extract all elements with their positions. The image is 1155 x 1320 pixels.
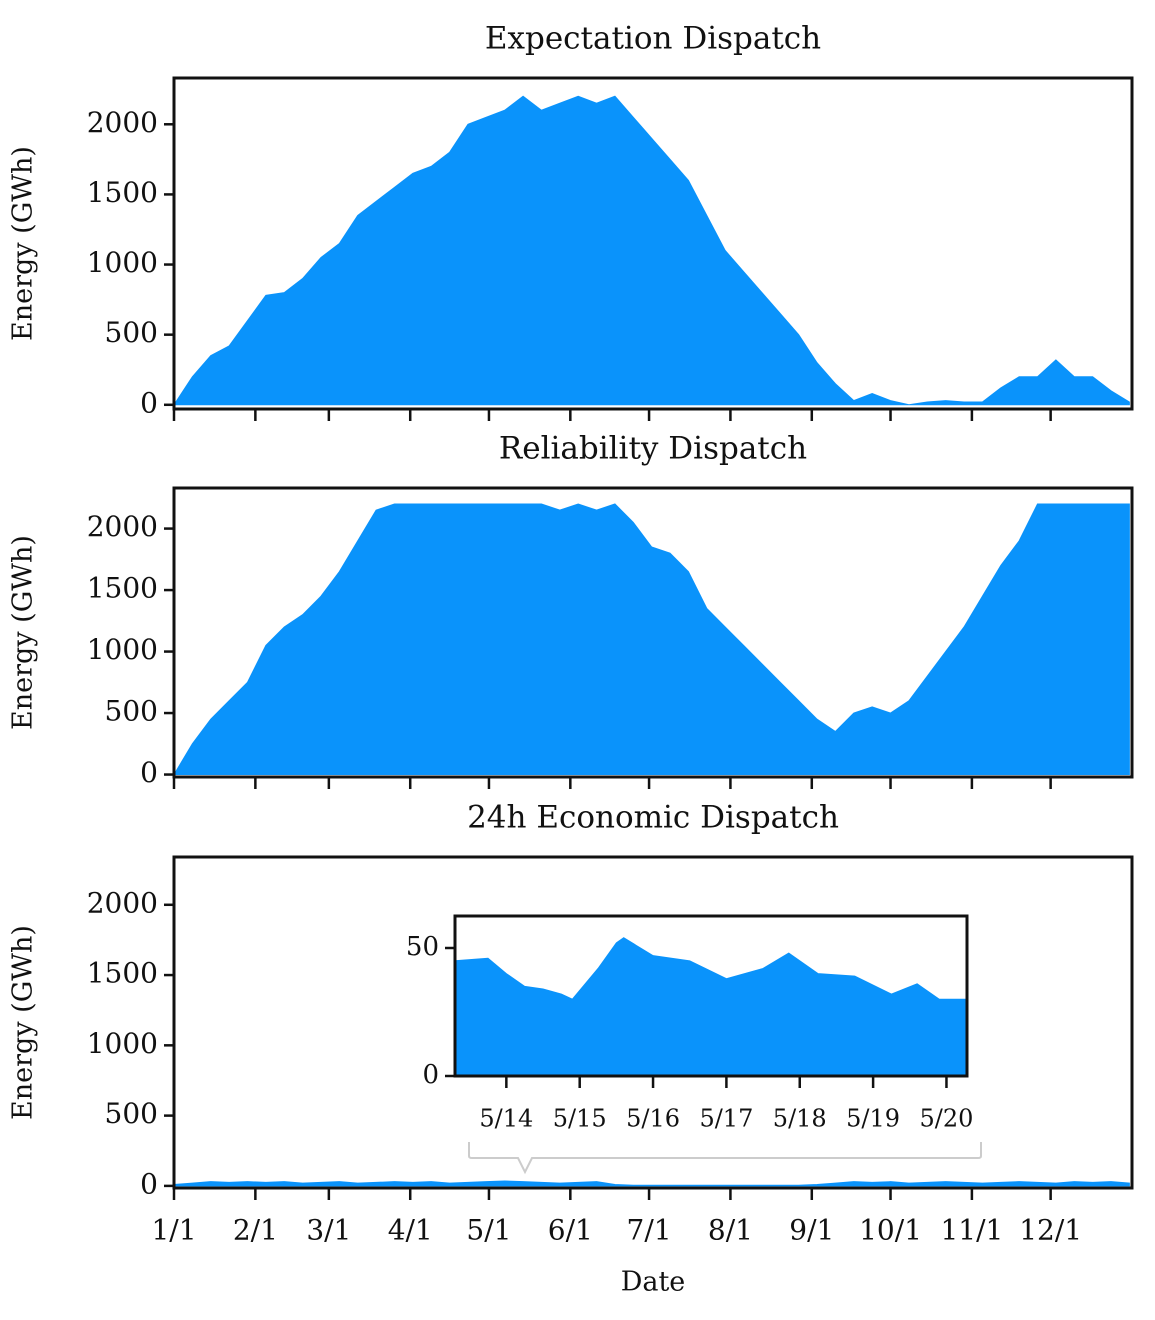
x-tick-label: 7/1 — [627, 1214, 672, 1247]
x-tick-label: 4/1 — [388, 1214, 433, 1247]
x-tick-label: 9/1 — [789, 1214, 834, 1247]
x-tick-label: 6/1 — [548, 1214, 593, 1247]
y-tick-label: 1000 — [87, 633, 158, 666]
area — [174, 503, 1130, 776]
y-tick-label: 2000 — [87, 886, 158, 919]
y-tick-label: 500 — [105, 1097, 158, 1130]
y-tick-label: 1000 — [87, 1027, 158, 1060]
area — [174, 1180, 1130, 1187]
x-tick-label: 5/1 — [466, 1214, 511, 1247]
y-tick-label: 2000 — [87, 106, 158, 139]
chart-title: Reliability Dispatch — [499, 431, 807, 467]
y-tick-label: 500 — [105, 695, 158, 728]
y-tick-label: 50 — [406, 932, 439, 962]
x-tick-label: 3/1 — [306, 1214, 351, 1247]
inset-bracket — [468, 1142, 982, 1175]
y-axis-label: Energy (GWh) — [8, 146, 39, 341]
x-tick-label: 5/15 — [553, 1105, 607, 1133]
axes-frame — [172, 76, 1134, 411]
y-tick-label: 0 — [140, 756, 158, 789]
y-tick-label: 2000 — [87, 510, 158, 543]
x-tick-label: 1/1 — [151, 1214, 196, 1247]
y-tick-label: 1500 — [87, 957, 158, 990]
area — [174, 95, 1130, 406]
axes-frame — [172, 855, 1134, 1190]
x-tick-label: 12/1 — [1019, 1214, 1082, 1247]
x-tick-label: 5/17 — [699, 1105, 753, 1133]
x-axis-label: Date — [621, 1267, 686, 1298]
y-axis-label: Energy (GWh) — [8, 925, 39, 1120]
x-tick-label: 5/20 — [920, 1105, 974, 1133]
x-tick-label: 5/16 — [626, 1105, 680, 1133]
x-tick-label: 5/18 — [773, 1105, 827, 1133]
chart-title: Expectation Dispatch — [485, 21, 821, 57]
x-tick-label: 5/14 — [479, 1105, 533, 1133]
chart-title: 24h Economic Dispatch — [467, 800, 839, 836]
y-tick-label: 0 — [422, 1060, 439, 1090]
y-tick-label: 500 — [105, 316, 158, 349]
x-tick-label: 5/19 — [846, 1105, 900, 1133]
y-tick-label: 0 — [140, 1167, 158, 1200]
axes-frame — [453, 914, 969, 1078]
area — [455, 937, 967, 1076]
axes-frame — [172, 486, 1134, 779]
x-tick-label: 10/1 — [859, 1214, 922, 1247]
x-tick-label: 8/1 — [708, 1214, 753, 1247]
y-tick-label: 1500 — [87, 176, 158, 209]
x-tick-label: 11/1 — [940, 1214, 1003, 1247]
y-tick-label: 0 — [140, 386, 158, 419]
x-tick-label: 2/1 — [233, 1214, 278, 1247]
y-tick-label: 1000 — [87, 246, 158, 279]
y-axis-label: Energy (GWh) — [8, 535, 39, 730]
y-tick-label: 1500 — [87, 572, 158, 605]
